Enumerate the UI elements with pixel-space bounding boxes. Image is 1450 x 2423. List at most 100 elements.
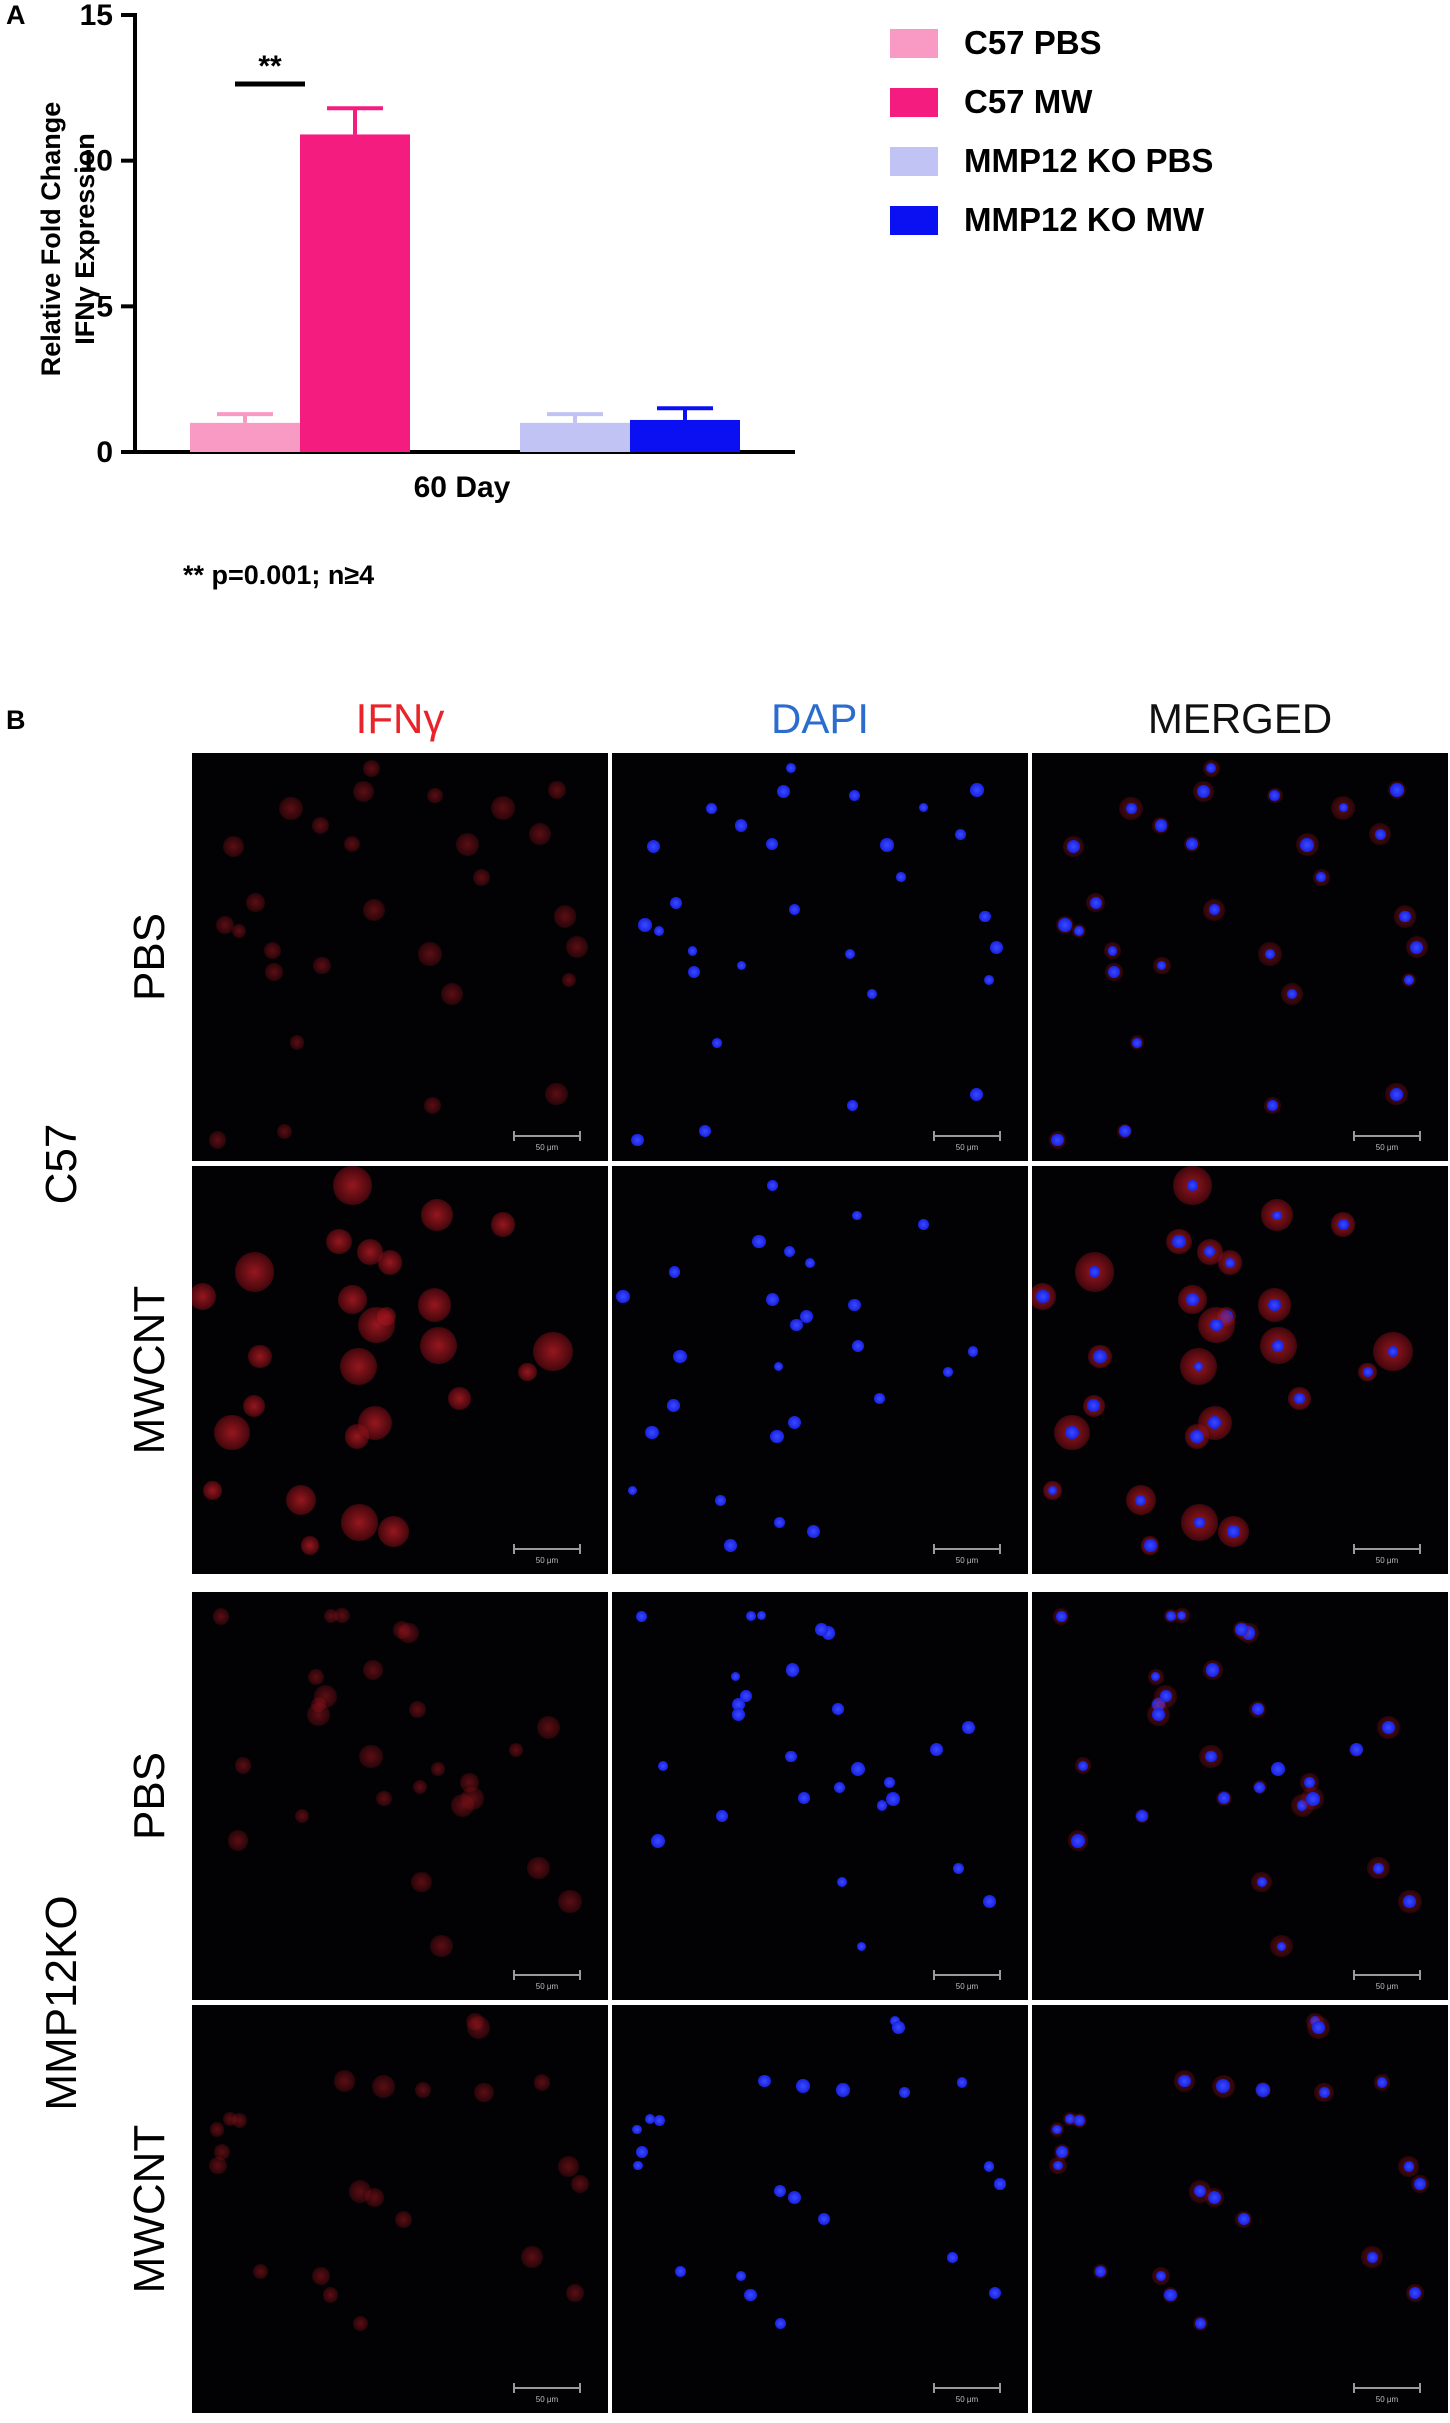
ifng-cell xyxy=(448,1387,471,1411)
ifng-cell xyxy=(376,1790,392,1807)
dapi-nucleus xyxy=(1338,803,1348,813)
dapi-nucleus xyxy=(739,1690,752,1702)
dapi-nucleus xyxy=(1390,1088,1403,1101)
ifng-cell xyxy=(570,2174,589,2193)
ifng-cell xyxy=(265,963,283,981)
scale-bar xyxy=(513,1970,581,1980)
ifng-cell xyxy=(424,1096,441,1114)
ifng-cell xyxy=(353,2316,368,2331)
legend-label: C57 MW xyxy=(964,83,1093,120)
ifng-cell xyxy=(353,780,375,803)
ifng-cell xyxy=(301,1536,320,1555)
dapi-nucleus xyxy=(891,2021,905,2035)
dapi-nucleus xyxy=(766,837,779,851)
dapi-nucleus xyxy=(1164,2288,1178,2302)
ifng-cell xyxy=(311,816,330,835)
ifng-cell xyxy=(215,915,234,934)
dapi-nucleus xyxy=(705,803,717,814)
ifng-cell xyxy=(529,823,552,846)
dapi-nucleus xyxy=(1186,1179,1199,1192)
dapi-nucleus xyxy=(716,1809,729,1822)
ifng-cell xyxy=(323,2287,339,2303)
dapi-nucleus xyxy=(836,1876,847,1887)
ifng-cell xyxy=(357,1405,392,1440)
micrograph-ifnγ-row-2: 50 μm xyxy=(192,1166,608,1574)
scale-bar-label: 50 μm xyxy=(1375,1982,1399,1991)
dapi-nucleus xyxy=(1185,1293,1199,1307)
scale-bar xyxy=(513,2383,581,2393)
dapi-nucleus xyxy=(832,1703,844,1715)
y-tick-label-2: 10 xyxy=(80,145,113,178)
ifng-cell xyxy=(362,1660,383,1680)
dapi-nucleus xyxy=(1155,2270,1166,2281)
ifng-cell xyxy=(337,1285,367,1315)
dapi-nucleus xyxy=(1387,1346,1399,1357)
dapi-nucleus xyxy=(1403,2161,1414,2172)
dapi-nucleus xyxy=(874,1393,885,1404)
dapi-nucleus xyxy=(687,965,701,979)
ifng-cell xyxy=(537,1716,561,1740)
ifng-cell xyxy=(227,1830,249,1852)
ifng-cell xyxy=(466,2012,484,2031)
legend-item: C57 PBS xyxy=(890,24,1102,62)
dapi-nucleus xyxy=(766,1179,779,1192)
dapi-nucleus xyxy=(777,784,791,798)
ifng-cell xyxy=(533,1331,573,1372)
micrograph-ifnγ-row-3: 50 μm xyxy=(192,1592,608,2000)
row-label-pbs: PBS xyxy=(125,912,174,1002)
dapi-nucleus xyxy=(1216,2079,1231,2094)
dapi-nucleus xyxy=(798,1792,810,1805)
dapi-nucleus xyxy=(1300,838,1315,852)
dapi-nucleus xyxy=(1136,1809,1149,1822)
dapi-nucleus xyxy=(774,1517,786,1529)
dapi-nucleus xyxy=(1194,2317,1207,2329)
dapi-nucleus xyxy=(956,2077,968,2088)
dapi-nucleus xyxy=(943,1367,953,1377)
dapi-nucleus xyxy=(796,2079,811,2094)
scale-bar-label: 50 μm xyxy=(1375,1556,1399,1565)
dapi-nucleus xyxy=(1190,1429,1204,1444)
dapi-nucleus xyxy=(954,828,966,840)
scale-bar xyxy=(513,1544,581,1554)
ifng-cell xyxy=(417,941,442,966)
dapi-nucleus xyxy=(735,2270,746,2281)
scale-bar xyxy=(933,1970,1001,1980)
bar-c57-pbs xyxy=(190,422,300,452)
scale-bar-label: 50 μm xyxy=(535,2395,559,2404)
scale-bar-label: 50 μm xyxy=(535,1982,559,1991)
dapi-nucleus xyxy=(1035,1289,1050,1304)
dapi-nucleus xyxy=(929,1743,943,1757)
ifng-cell xyxy=(285,1485,316,1516)
dapi-nucleus xyxy=(989,2287,1002,2300)
dapi-nucleus xyxy=(970,1088,983,1101)
ifng-cell xyxy=(231,923,246,938)
ifng-cell xyxy=(279,796,303,821)
dapi-nucleus xyxy=(731,1672,741,1682)
ifng-cell xyxy=(521,2246,544,2269)
ifng-cell xyxy=(417,1288,452,1322)
scale-bar xyxy=(1353,1970,1421,1980)
ifng-cell xyxy=(527,1856,551,1880)
row-label-mwcnt: MWCNT xyxy=(125,2124,174,2294)
dapi-nucleus xyxy=(1318,2087,1330,2099)
dapi-nucleus xyxy=(1071,1833,1085,1848)
dapi-nucleus xyxy=(635,2145,649,2159)
scale-bar xyxy=(1353,2383,1421,2393)
ifng-cell xyxy=(209,2156,227,2174)
ifng-cell xyxy=(566,2284,585,2303)
ifng-cell xyxy=(295,1808,310,1823)
dapi-nucleus xyxy=(917,1219,929,1230)
ifng-cell xyxy=(377,1515,409,1547)
ifng-cell xyxy=(363,899,385,921)
dapi-nucleus xyxy=(1089,896,1102,909)
dapi-nucleus xyxy=(770,1429,784,1444)
ifng-cell xyxy=(358,1306,395,1344)
dapi-nucleus xyxy=(1135,1494,1146,1506)
dapi-nucleus xyxy=(632,2124,642,2135)
dapi-nucleus xyxy=(883,1776,896,1789)
dapi-nucleus xyxy=(790,1318,803,1332)
dapi-nucleus xyxy=(856,1941,867,1952)
dapi-nucleus xyxy=(674,2265,686,2277)
dapi-nucleus xyxy=(1186,837,1199,851)
legend-item: MMP12 KO PBS xyxy=(890,142,1213,180)
